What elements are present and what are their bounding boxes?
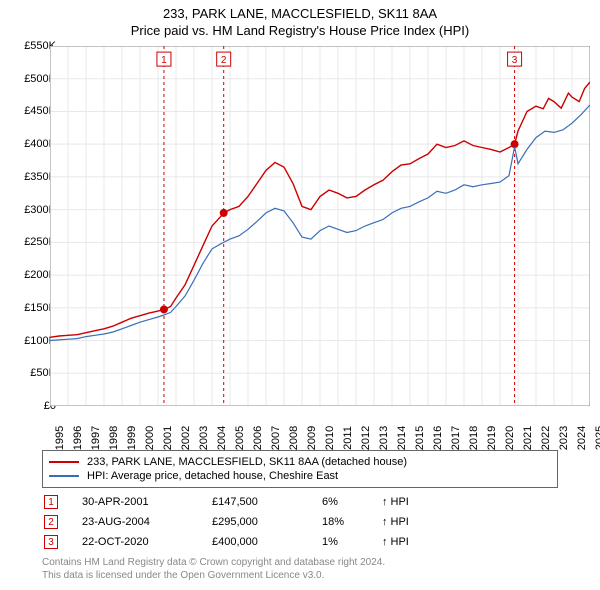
marker-price: £147,500	[212, 496, 322, 508]
legend-label: 233, PARK LANE, MACCLESFIELD, SK11 8AA (…	[87, 456, 407, 468]
x-tick-label: 2011	[342, 426, 354, 450]
footer-attribution: Contains HM Land Registry data © Crown c…	[42, 556, 385, 582]
x-tick-label: 2007	[270, 426, 282, 450]
marker-hpi-arrow: HPI	[382, 536, 409, 548]
x-tick-label: 2004	[216, 426, 228, 450]
x-axis-labels: 1995199619971998199920002001200220032004…	[50, 406, 590, 446]
marker-detail-row: 2 23-AUG-2004£295,00018%HPI	[42, 512, 558, 532]
x-tick-label: 2024	[576, 426, 588, 450]
marker-number-box: 2	[44, 515, 58, 529]
legend-swatch	[49, 461, 79, 463]
x-tick-label: 1995	[54, 426, 66, 450]
marker-detail-table: 130-APR-2001£147,5006%HPI223-AUG-2004£29…	[42, 492, 558, 552]
x-tick-label: 2017	[450, 426, 462, 450]
legend-item: 233, PARK LANE, MACCLESFIELD, SK11 8AA (…	[49, 455, 551, 469]
x-tick-label: 2012	[360, 426, 372, 450]
subtitle: Price paid vs. HM Land Registry's House …	[0, 23, 600, 38]
marker-price: £295,000	[212, 516, 322, 528]
x-tick-label: 2013	[378, 426, 390, 450]
marker-date: 30-APR-2001	[82, 496, 212, 508]
marker-number-box: 3	[44, 535, 58, 549]
x-tick-label: 2008	[288, 426, 300, 450]
footer-line-2: This data is licensed under the Open Gov…	[42, 569, 385, 582]
x-tick-label: 1997	[90, 426, 102, 450]
marker-percent: 18%	[322, 516, 382, 528]
x-tick-label: 2025	[594, 426, 600, 450]
marker-date: 23-AUG-2004	[82, 516, 212, 528]
legend-box: 233, PARK LANE, MACCLESFIELD, SK11 8AA (…	[42, 450, 558, 488]
x-tick-label: 2005	[234, 426, 246, 450]
marker-detail-row: 3 22-OCT-2020£400,0001%HPI	[42, 532, 558, 552]
x-tick-label: 2014	[396, 426, 408, 450]
chart-svg: 1 2 3	[50, 46, 590, 406]
footer-line-1: Contains HM Land Registry data © Crown c…	[42, 556, 385, 569]
svg-text:3: 3	[512, 55, 518, 66]
x-tick-label: 2015	[414, 426, 426, 450]
marker-detail-row: 1 30-APR-2001£147,5006%HPI	[42, 492, 558, 512]
marker-price: £400,000	[212, 536, 322, 548]
legend-item: HPI: Average price, detached house, Ches…	[49, 469, 551, 483]
legend-swatch	[49, 475, 79, 477]
chart-container: 233, PARK LANE, MACCLESFIELD, SK11 8AA P…	[0, 0, 600, 590]
x-tick-label: 1996	[72, 426, 84, 450]
x-tick-label: 1999	[126, 426, 138, 450]
marker-percent: 1%	[322, 536, 382, 548]
x-tick-label: 1998	[108, 426, 120, 450]
marker-hpi-arrow: HPI	[382, 516, 409, 528]
x-tick-label: 2006	[252, 426, 264, 450]
x-tick-label: 2003	[198, 426, 210, 450]
x-tick-label: 2018	[468, 426, 480, 450]
marker-percent: 6%	[322, 496, 382, 508]
x-tick-label: 2016	[432, 426, 444, 450]
x-tick-label: 2000	[144, 426, 156, 450]
chart-plot-area: 1 2 3	[50, 46, 590, 406]
svg-text:2: 2	[221, 55, 227, 66]
marker-number-box: 1	[44, 495, 58, 509]
legend-label: HPI: Average price, detached house, Ches…	[87, 470, 338, 482]
x-tick-label: 2020	[504, 426, 516, 450]
x-tick-label: 2022	[540, 426, 552, 450]
x-tick-label: 2010	[324, 426, 336, 450]
address-title: 233, PARK LANE, MACCLESFIELD, SK11 8AA	[0, 6, 600, 21]
x-tick-label: 2019	[486, 426, 498, 450]
title-block: 233, PARK LANE, MACCLESFIELD, SK11 8AA P…	[0, 0, 600, 38]
x-tick-label: 2001	[162, 426, 174, 450]
x-tick-label: 2023	[558, 426, 570, 450]
marker-hpi-arrow: HPI	[382, 496, 409, 508]
svg-text:1: 1	[161, 55, 167, 66]
x-tick-label: 2021	[522, 426, 534, 450]
x-tick-label: 2009	[306, 426, 318, 450]
x-tick-label: 2002	[180, 426, 192, 450]
marker-date: 22-OCT-2020	[82, 536, 212, 548]
